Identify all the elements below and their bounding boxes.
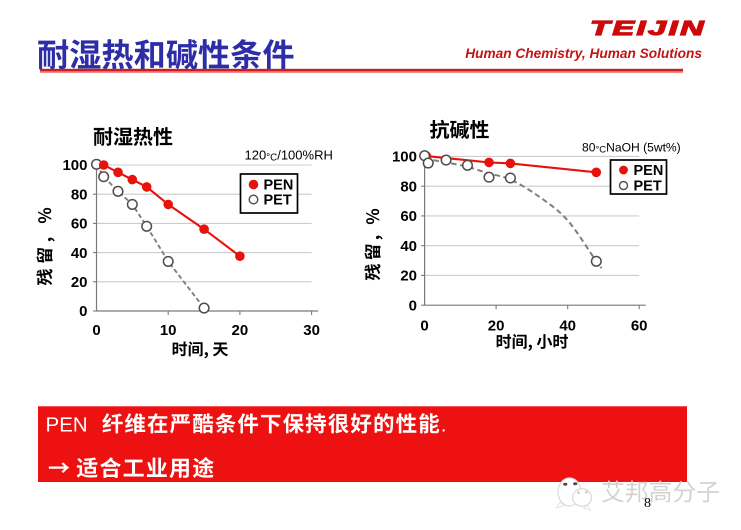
svg-text:PEN: PEN — [634, 163, 664, 179]
svg-text:0: 0 — [79, 303, 87, 320]
svg-text:PET: PET — [634, 179, 662, 195]
svg-text:120°C/100%RH: 120°C/100%RH — [245, 148, 333, 164]
svg-text:PEN: PEN — [264, 178, 294, 194]
svg-text:60: 60 — [631, 318, 648, 335]
svg-text:20: 20 — [232, 322, 249, 339]
svg-text:100: 100 — [392, 149, 417, 166]
svg-text:100: 100 — [62, 157, 87, 174]
svg-text:20: 20 — [71, 274, 88, 291]
svg-text:Human Chemistry, Human Solutio: Human Chemistry, Human Solutions — [465, 46, 702, 61]
svg-text:40: 40 — [71, 245, 88, 262]
svg-text:60: 60 — [400, 208, 417, 225]
svg-text:30: 30 — [303, 322, 320, 339]
svg-text:PET: PET — [264, 193, 292, 209]
svg-text:80: 80 — [400, 178, 417, 195]
svg-text:80: 80 — [71, 186, 88, 203]
svg-text:20: 20 — [488, 318, 505, 335]
svg-text:0: 0 — [420, 318, 428, 335]
svg-text:80°CNaOH (5wt%): 80°CNaOH (5wt%) — [582, 141, 681, 156]
svg-text:60: 60 — [71, 216, 88, 233]
svg-text:20: 20 — [400, 268, 417, 285]
svg-text:40: 40 — [400, 238, 417, 255]
svg-text:40: 40 — [559, 318, 576, 335]
svg-text:8: 8 — [644, 496, 651, 511]
svg-text:TEIJIN: TEIJIN — [590, 17, 706, 39]
svg-text:0: 0 — [92, 322, 100, 339]
svg-text:10: 10 — [160, 322, 177, 339]
svg-text:0: 0 — [409, 297, 417, 314]
